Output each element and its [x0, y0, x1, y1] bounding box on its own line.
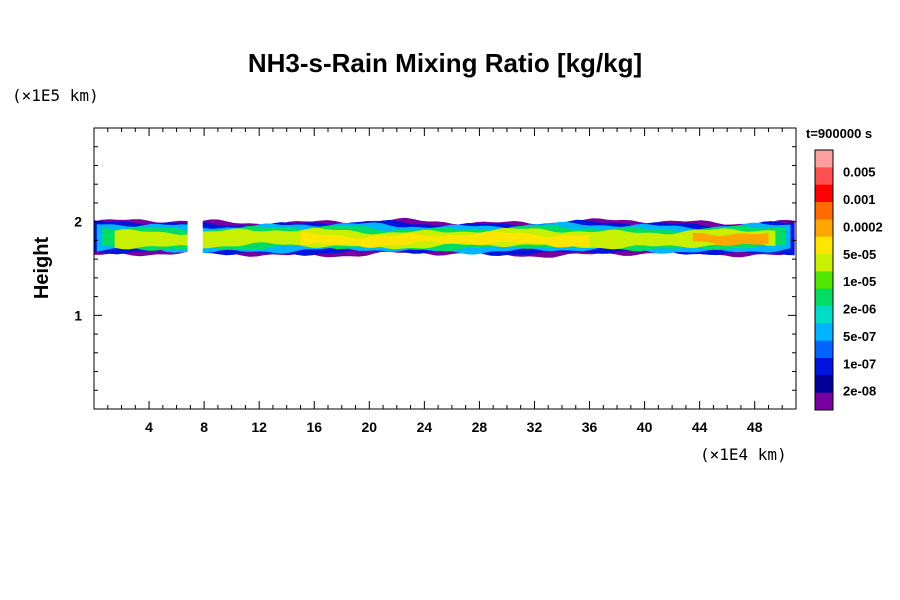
colorbar-swatch-2	[815, 184, 833, 203]
cloud-band-2e-04	[692, 232, 769, 246]
colorbar-label-5: 2e-06	[843, 302, 876, 317]
colorbar-swatch-6	[815, 254, 833, 272]
chart-title: NH3-s-Rain Mixing Ratio [kg/kg]	[248, 48, 642, 78]
y-unit-label: (×1E5 km)	[12, 86, 99, 105]
x-tick-label-48: 48	[747, 419, 763, 435]
y-axis-label: Height	[31, 237, 53, 300]
x-tick-label-44: 44	[692, 419, 708, 435]
colorbar-swatch-0	[815, 150, 833, 168]
x-tick-label-4: 4	[145, 419, 153, 435]
x-unit-label: (×1E4 km)	[700, 445, 787, 464]
colorbar-swatch-13	[815, 375, 833, 394]
x-tick-label-16: 16	[306, 419, 322, 435]
y-tick-label-2: 2	[74, 214, 82, 230]
cloud-field	[94, 216, 795, 260]
colorbar-label-0: 0.005	[843, 165, 876, 180]
colorbar: 0.005 0.001 0.0002 5e-05 1e-05 2e-06 5e-07 1e-0…	[814, 149, 883, 411]
colorbar-swatch-5	[815, 236, 833, 255]
x-tick-label-12: 12	[251, 419, 267, 435]
colorbar-swatch-10	[815, 323, 833, 342]
x-tick-label-40: 40	[637, 419, 653, 435]
x-tick-label-32: 32	[527, 419, 543, 435]
colorbar-frame	[814, 149, 834, 411]
colorbar-label-7: 1e-07	[843, 356, 876, 371]
colorbar-swatch-8	[815, 288, 833, 307]
colorbar-label-1: 0.001	[843, 192, 876, 207]
colorbar-swatch-9	[815, 306, 833, 324]
colorbar-label-4: 1e-05	[843, 274, 876, 289]
time-label: t=900000 s	[806, 126, 872, 141]
x-tick-label-24: 24	[417, 419, 433, 435]
colorbar-swatch-7	[815, 271, 833, 290]
x-tick-label-8: 8	[200, 419, 208, 435]
colorbar-swatch-3	[815, 202, 833, 220]
colorbar-swatch-14	[815, 392, 833, 411]
colorbar-label-2: 0.0002	[843, 219, 883, 234]
colorbar-swatch-4	[815, 219, 833, 238]
colorbar-swatch-1	[815, 167, 833, 186]
x-tick-label-36: 36	[582, 419, 598, 435]
y-tick-label-1: 1	[74, 307, 82, 323]
colorbar-swatch-12	[815, 358, 833, 376]
colorbar-label-6: 5e-07	[843, 329, 876, 344]
x-tick-label-20: 20	[362, 419, 378, 435]
colorbar-swatch-11	[815, 340, 833, 359]
x-tick-label-28: 28	[472, 419, 488, 435]
plot-frame	[93, 127, 797, 410]
colorbar-label-3: 5e-05	[843, 247, 876, 262]
cloud-band-1e-05	[300, 231, 590, 248]
colorbar-label-8: 2e-08	[843, 384, 876, 399]
cloud-gap-0	[187, 216, 203, 260]
